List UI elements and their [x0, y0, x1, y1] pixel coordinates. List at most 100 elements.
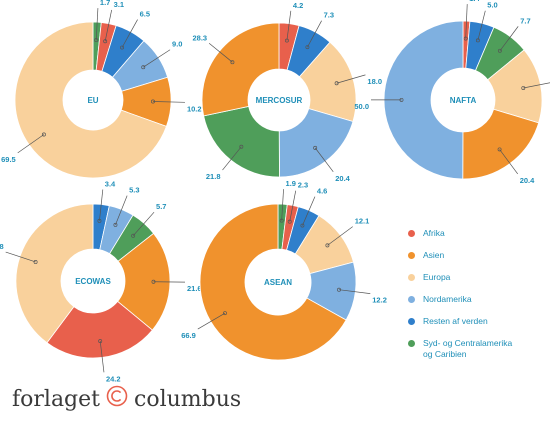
legend-swatch — [408, 274, 415, 281]
leader-dot — [41, 132, 46, 137]
legend: Afrika Asien Europa Nordamerika Resten a… — [405, 228, 550, 360]
chart-title: ASEAN — [264, 278, 292, 287]
leader-line — [289, 190, 297, 222]
data-label: 7.7 — [520, 16, 530, 25]
data-label: 4.6 — [317, 187, 327, 196]
leader-line — [302, 196, 316, 226]
legend-item-afrika: Afrika — [405, 228, 550, 250]
data-label: 21.8 — [206, 172, 221, 181]
legend-swatch — [408, 252, 415, 259]
donut-chart-ecowas: 3.4 5.3 5.7 21.6 24.2 39.8 ECOWAS — [0, 180, 202, 384]
legend-item-nordamerika: Nordamerika — [405, 294, 550, 316]
chart-title: ECOWAS — [75, 277, 111, 286]
data-label: 66.9 — [181, 331, 196, 340]
data-label: 50.0 — [354, 102, 369, 111]
leader-dot — [300, 223, 305, 228]
data-label: 6.5 — [140, 10, 150, 19]
leader-line — [327, 226, 353, 246]
leader-line — [17, 134, 45, 154]
data-label: 28.3 — [193, 33, 208, 42]
publisher-logo: forlaget columbus — [12, 385, 241, 413]
leader-line — [286, 10, 292, 41]
leader-dot — [141, 65, 146, 70]
leader-line — [307, 20, 322, 48]
donut-hole — [61, 249, 125, 313]
data-label: 10.2 — [187, 104, 202, 113]
data-label: 12.1 — [355, 217, 370, 226]
legend-item-europa: Europa — [405, 272, 550, 294]
leader-dot — [230, 60, 235, 65]
data-label: 5.7 — [156, 202, 166, 211]
legend-label: Europa — [423, 272, 451, 282]
publisher-name-right: columbus — [134, 386, 242, 412]
leader-dot — [475, 38, 480, 43]
leader-line — [115, 195, 128, 225]
leader-dot — [497, 147, 502, 152]
data-label: 5.0 — [487, 1, 497, 10]
leader-line — [197, 312, 226, 330]
leader-dot — [325, 243, 330, 248]
legend-swatch — [408, 296, 415, 303]
leader-line — [281, 189, 284, 221]
chart-title: EU — [87, 96, 98, 105]
data-label: 9.0 — [172, 40, 182, 49]
donut-chart-eu: 1.7 3.1 6.5 9.0 10.2 69.5 EU — [1, 0, 202, 179]
data-label: 1.7 — [100, 0, 110, 7]
leader-line — [499, 149, 519, 175]
data-label: 1.4 — [469, 0, 480, 3]
data-label: 39.8 — [0, 242, 4, 251]
legend-item-resten-af-verden: Resten af verden — [405, 316, 550, 338]
data-label: 7.3 — [324, 11, 334, 20]
leader-dot — [33, 259, 38, 264]
legend-swatch — [408, 340, 415, 347]
leader-line — [152, 101, 185, 103]
leader-dot — [120, 45, 125, 50]
leader-line — [477, 10, 486, 41]
data-label: 5.3 — [129, 186, 139, 195]
legend-item-syd-og-centralamerika: Syd- og Centralamerika og Caribien — [405, 338, 550, 360]
leader-line — [95, 8, 99, 41]
publisher-name-left: forlaget — [12, 386, 100, 412]
data-label: 3.4 — [105, 180, 116, 189]
leader-dot — [223, 311, 227, 316]
leader-dot — [313, 145, 318, 150]
leader-line — [499, 26, 519, 52]
legend-label: Resten af verden — [423, 316, 488, 326]
leader-line — [99, 341, 105, 373]
chart-title: MERCOSUR — [256, 96, 303, 105]
donut-hole — [431, 68, 495, 132]
leader-line — [99, 189, 104, 221]
leader-line — [336, 74, 366, 84]
legend-swatch — [408, 318, 415, 325]
donut-hole — [245, 249, 311, 315]
data-label: 21.6 — [187, 284, 202, 293]
data-label: 20.4 — [335, 174, 350, 183]
leader-dot — [113, 222, 118, 227]
data-label: 12.2 — [372, 296, 387, 305]
chart-title: NAFTA — [450, 96, 477, 105]
data-label: 3.1 — [114, 0, 124, 9]
data-label: 18.0 — [367, 77, 382, 86]
leader-line — [143, 49, 171, 68]
copyright-c-icon — [106, 385, 128, 413]
leader-line — [104, 9, 112, 42]
legend-label: Nordamerika — [423, 294, 472, 304]
leader-dot — [239, 144, 244, 149]
leader-line — [132, 211, 155, 236]
data-label: 24.2 — [106, 374, 121, 383]
legend-label: Syd- og Centralamerika og Caribien — [423, 338, 513, 359]
leader-dot — [131, 233, 136, 238]
leader-line — [222, 146, 242, 171]
donut-hole — [248, 69, 310, 131]
data-label: 4.2 — [293, 1, 303, 10]
legend-swatch — [408, 230, 415, 237]
leader-dot — [305, 45, 310, 50]
data-label: 1.9 — [286, 179, 296, 188]
leader-line — [338, 289, 371, 295]
data-label: 2.3 — [298, 181, 308, 190]
donut-chart-asean: 1.9 2.3 4.6 12.1 12.2 66.9 ASEAN — [181, 179, 387, 361]
leader-line — [121, 19, 138, 48]
leader-line — [314, 147, 334, 173]
